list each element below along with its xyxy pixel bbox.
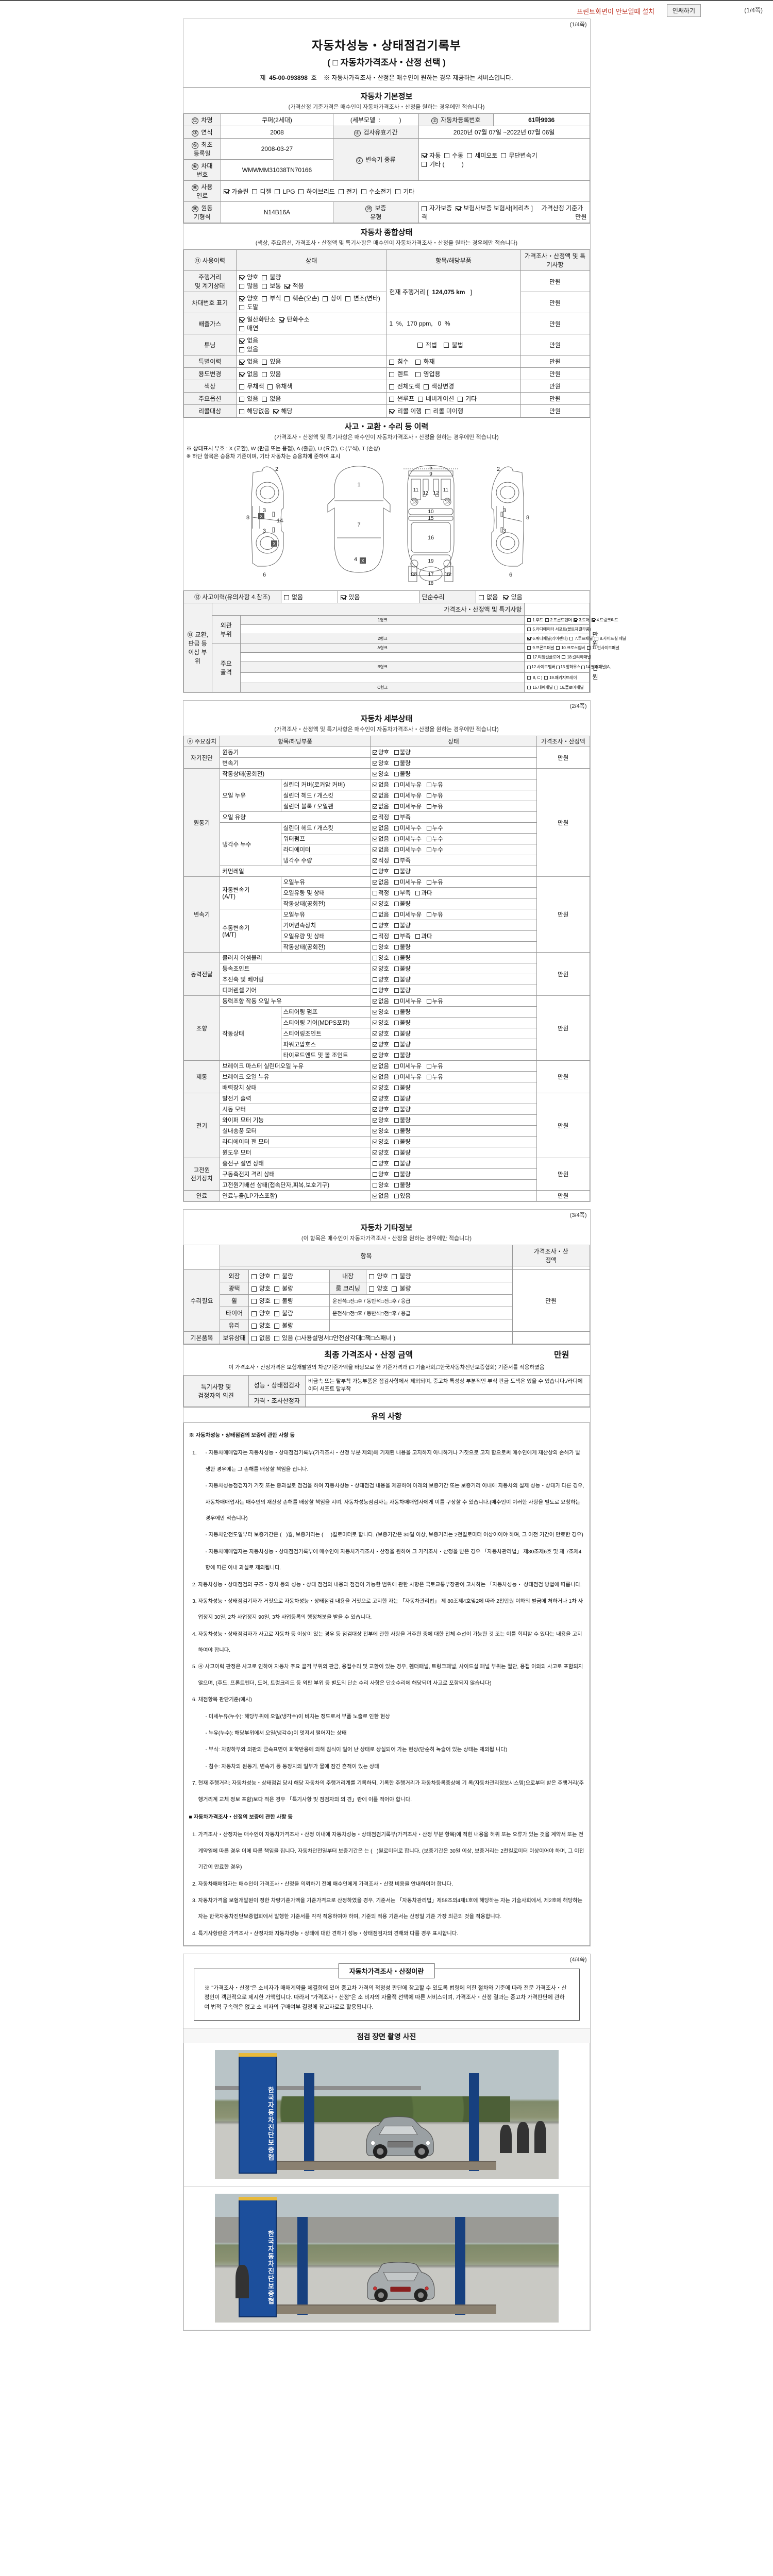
svg-text:3: 3 [262, 528, 265, 534]
svg-text:11: 11 [413, 487, 418, 493]
svg-text:16: 16 [427, 535, 433, 541]
svg-text:13: 13 [411, 499, 416, 504]
svg-text:12: 12 [410, 572, 415, 577]
svg-text:2: 2 [496, 466, 499, 472]
svg-text:5: 5 [429, 465, 432, 471]
svg-text:18: 18 [428, 581, 433, 586]
svg-text:3: 3 [262, 507, 265, 514]
svg-text:17: 17 [428, 572, 434, 578]
svg-text:2: 2 [275, 466, 278, 472]
svg-text:X: X [272, 541, 275, 547]
svg-text:10: 10 [428, 509, 434, 515]
svg-text:8: 8 [246, 515, 249, 521]
svg-text:9: 9 [429, 471, 432, 477]
svg-text:6: 6 [509, 572, 512, 578]
svg-text:13: 13 [444, 499, 449, 504]
svg-text:1: 1 [357, 482, 360, 488]
svg-text:7: 7 [357, 522, 360, 528]
svg-text:12: 12 [423, 490, 429, 496]
svg-text:12: 12 [446, 572, 451, 577]
svg-text:8: 8 [526, 515, 529, 521]
svg-text:X: X [361, 558, 364, 564]
svg-text:4: 4 [354, 556, 357, 563]
svg-text:X: X [259, 514, 262, 519]
svg-text:6: 6 [262, 572, 265, 578]
svg-text:12: 12 [433, 490, 439, 496]
svg-text:15: 15 [428, 516, 434, 521]
svg-text:3: 3 [502, 507, 506, 514]
svg-text:14: 14 [276, 518, 282, 524]
svg-text:19: 19 [428, 558, 434, 564]
svg-text:11: 11 [443, 487, 448, 493]
svg-text:3: 3 [502, 528, 506, 534]
